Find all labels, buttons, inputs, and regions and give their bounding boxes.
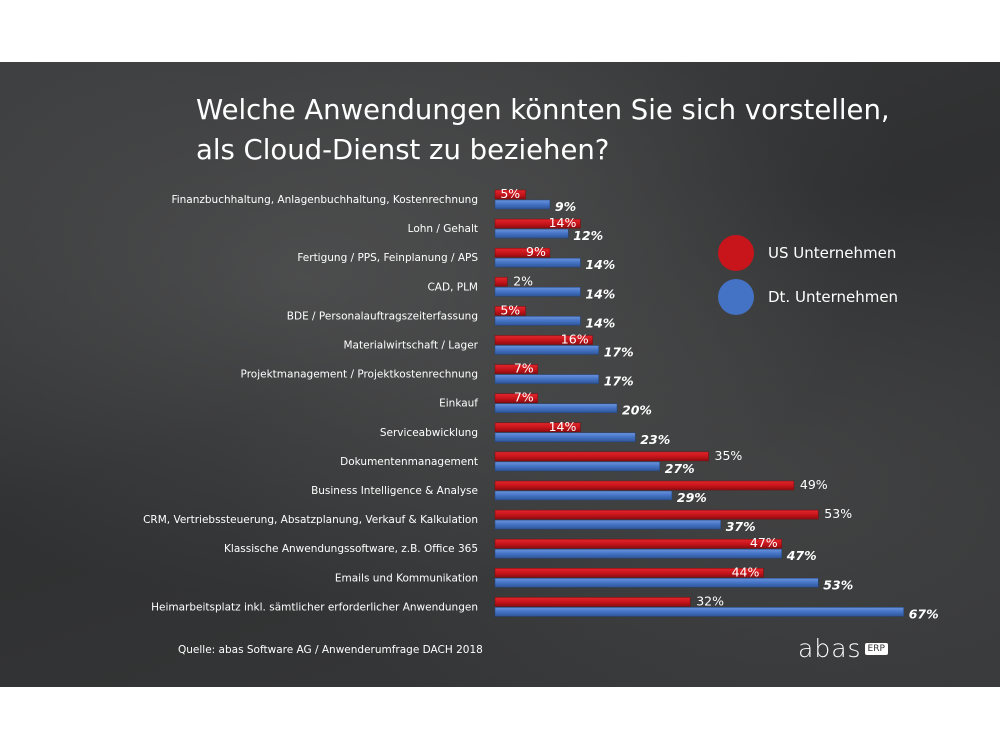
category-label: Heimarbeitsplatz inkl. sämtlicher erford… xyxy=(151,601,478,613)
category-label: CRM, Vertriebssteuerung, Absatzplanung, … xyxy=(143,514,478,526)
legend-label-de: Dt. Unternehmen xyxy=(768,288,899,306)
value-label-de: 20% xyxy=(622,403,652,418)
source-note: Quelle: abas Software AG / Anwenderumfra… xyxy=(178,644,483,656)
bar-us xyxy=(494,422,581,433)
legend-label-us: US Unternehmen xyxy=(768,244,897,262)
value-label-us: 16% xyxy=(561,332,589,347)
value-label-de: 23% xyxy=(640,432,670,447)
value-label-de: 53% xyxy=(823,577,853,592)
value-label-de: 47% xyxy=(786,548,817,563)
value-label-de: 12% xyxy=(573,228,603,243)
bar-de xyxy=(494,374,599,384)
bar-de xyxy=(494,578,819,588)
category-label: Klassische Anwendungssoftware, z.B. Offi… xyxy=(224,543,478,555)
bar-de xyxy=(494,519,721,530)
value-label-us: 32% xyxy=(696,593,724,608)
value-label-de: 9% xyxy=(555,199,576,214)
value-label-us: 5% xyxy=(500,302,520,317)
legend-item-de: Dt. Unternehmen xyxy=(718,278,898,316)
value-label-us: 7% xyxy=(514,361,534,376)
value-label-de: 14% xyxy=(585,315,615,330)
bar-de xyxy=(494,548,782,559)
value-label-de: 27% xyxy=(665,461,695,476)
bar-us xyxy=(494,538,782,549)
abas-erp-logo: abas ERP xyxy=(798,634,888,663)
category-label: Finanzbuchhaltung, Anlagenbuchhaltung, K… xyxy=(171,194,478,206)
bar-us xyxy=(494,218,581,229)
bar-de xyxy=(494,461,660,472)
bar-de xyxy=(494,316,581,326)
bar-de xyxy=(494,345,599,355)
chalkboard-slide: Welche Anwendungen könnten Sie sich vors… xyxy=(0,62,1000,687)
logo-wordmark: abas xyxy=(798,634,862,663)
bar-de xyxy=(494,432,636,443)
category-label: Materialwirtschaft / Lager xyxy=(344,340,479,352)
category-label: BDE / Personalauftragszeiterfassung xyxy=(287,310,478,322)
chart-plot-area: Finanzbuchhaltung, Anlagenbuchhaltung, K… xyxy=(143,186,939,621)
bar-us xyxy=(494,306,526,316)
category-label: Lohn / Gehalt xyxy=(408,223,478,235)
chart-title: Welche Anwendungen könnten Sie sich vors… xyxy=(196,90,890,170)
category-label: Einkauf xyxy=(439,398,478,410)
bar-de xyxy=(494,287,581,297)
value-label-us: 53% xyxy=(824,506,852,521)
category-label: Serviceabwicklung xyxy=(380,427,478,439)
bar-us xyxy=(494,277,508,287)
bar-us xyxy=(494,597,691,607)
bar-de xyxy=(494,490,673,501)
legend: US Unternehmen Dt. Unternehmen xyxy=(718,234,898,322)
category-label: Dokumentenmanagement xyxy=(340,456,478,468)
value-label-us: 9% xyxy=(526,244,546,259)
value-label-de: 29% xyxy=(677,490,707,505)
value-label-de: 14% xyxy=(585,286,615,301)
category-label: Projektmanagement / Projektkostenrechnun… xyxy=(241,369,478,381)
bar-us xyxy=(494,247,551,258)
bar-de xyxy=(494,228,569,239)
bar-us xyxy=(494,451,709,462)
chart-title-line-2: als Cloud-Dienst zu beziehen? xyxy=(196,134,610,166)
category-label: Emails und Kommunikation xyxy=(335,572,478,584)
bar-chart: Finanzbuchhaltung, Anlagenbuchhaltung, K… xyxy=(143,186,939,621)
bar-de xyxy=(494,199,551,210)
value-label-de: 37% xyxy=(726,519,756,534)
value-label-us: 14% xyxy=(549,419,577,434)
category-label: Business Intelligence & Analyse xyxy=(311,485,478,497)
category-label: CAD, PLM xyxy=(427,281,478,293)
bar-us xyxy=(494,509,819,520)
value-label-us: 14% xyxy=(549,215,577,230)
bar-de xyxy=(494,257,581,268)
bar-us xyxy=(494,480,795,491)
chart-title-line-1: Welche Anwendungen könnten Sie sich vors… xyxy=(196,94,890,126)
value-label-de: 14% xyxy=(585,257,615,272)
value-label-us: 44% xyxy=(732,564,760,579)
value-label-de: 67% xyxy=(909,606,939,621)
bar-de xyxy=(494,607,904,617)
value-label-us: 35% xyxy=(715,448,743,463)
value-label-us: 47% xyxy=(750,535,778,550)
legend-swatch-de xyxy=(718,279,754,315)
category-label: Fertigung / PPS, Feinplanung / APS xyxy=(297,252,478,264)
value-label-us: 5% xyxy=(500,186,520,201)
value-label-de: 17% xyxy=(604,374,634,389)
bar-de xyxy=(494,403,618,413)
bar-us xyxy=(494,364,538,374)
value-label-us: 2% xyxy=(513,273,533,288)
bar-us xyxy=(494,335,593,345)
logo-erp-tag: ERP xyxy=(864,642,888,655)
value-label-us: 49% xyxy=(800,477,828,492)
value-label-de: 17% xyxy=(604,345,634,360)
legend-swatch-us xyxy=(718,235,754,271)
bar-us xyxy=(494,568,764,578)
bar-us xyxy=(494,189,526,200)
legend-item-us: US Unternehmen xyxy=(718,234,898,272)
bar-us xyxy=(494,393,538,403)
value-label-us: 7% xyxy=(514,390,534,405)
